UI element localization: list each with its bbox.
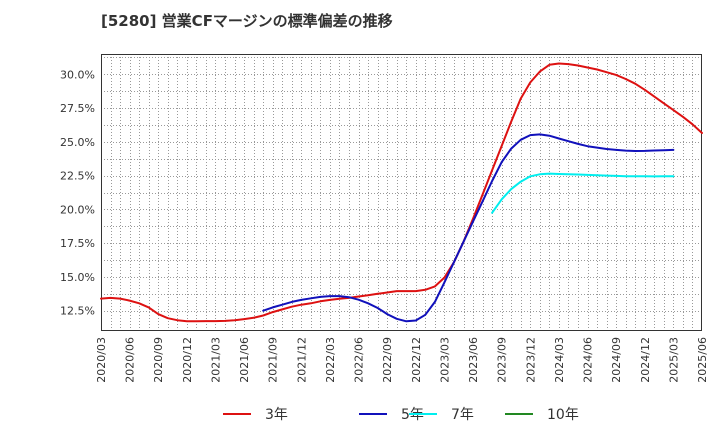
- x-tick-label: 2025/06: [696, 337, 709, 383]
- x-tick-label: 2022/03: [324, 337, 337, 383]
- series-line-3: [491, 172, 675, 214]
- plot-frame: [101, 54, 702, 331]
- y-tick-label: 27.5%: [60, 102, 95, 115]
- x-tick-label: 2023/06: [467, 337, 480, 383]
- x-tick-label: 2020/03: [95, 337, 108, 383]
- legend-label-4: 10年: [547, 407, 579, 423]
- x-tick-label: 2024/09: [610, 337, 623, 383]
- x-tick-label: 2024/03: [553, 337, 566, 383]
- x-tick-label: 2023/09: [496, 337, 509, 383]
- x-tick-label: 2020/06: [124, 337, 137, 383]
- y-tick-label: 30.0%: [60, 68, 95, 81]
- x-tick-label: 2024/06: [582, 337, 595, 383]
- x-tick-label: 2020/12: [181, 337, 194, 383]
- plot-area: [101, 54, 702, 331]
- x-tick-label: 2022/09: [381, 337, 394, 383]
- x-tick-label: 2021/09: [267, 337, 280, 383]
- y-tick-label: 20.0%: [60, 203, 95, 216]
- x-tick-label: 2022/12: [410, 337, 423, 383]
- x-tick-label: 2020/09: [152, 337, 165, 383]
- y-tick-label: 15.0%: [60, 271, 95, 284]
- x-tick-label: 2021/12: [295, 337, 308, 383]
- y-tick-label: 22.5%: [60, 170, 95, 183]
- x-tick-label: 2021/06: [238, 337, 251, 383]
- x-tick-label: 2021/03: [209, 337, 222, 383]
- series-line-1: [100, 62, 703, 323]
- x-tick-label: 2022/06: [353, 337, 366, 383]
- y-tick-label: 12.5%: [60, 305, 95, 318]
- y-tick-label: 25.0%: [60, 136, 95, 149]
- series-line-2: [262, 133, 675, 323]
- legend-label-3: 7年: [451, 407, 474, 423]
- x-tick-label: 2023/12: [524, 337, 537, 383]
- chart-title: [5280] 営業CFマージンの標準偏差の推移: [101, 12, 393, 30]
- grid-lines: [101, 54, 702, 331]
- legend-label-1: 3年: [265, 407, 288, 423]
- y-tick-label: 17.5%: [60, 237, 95, 250]
- x-tick-label: 2023/03: [438, 337, 451, 383]
- x-tick-label: 2025/03: [667, 337, 680, 383]
- x-tick-label: 2024/12: [639, 337, 652, 383]
